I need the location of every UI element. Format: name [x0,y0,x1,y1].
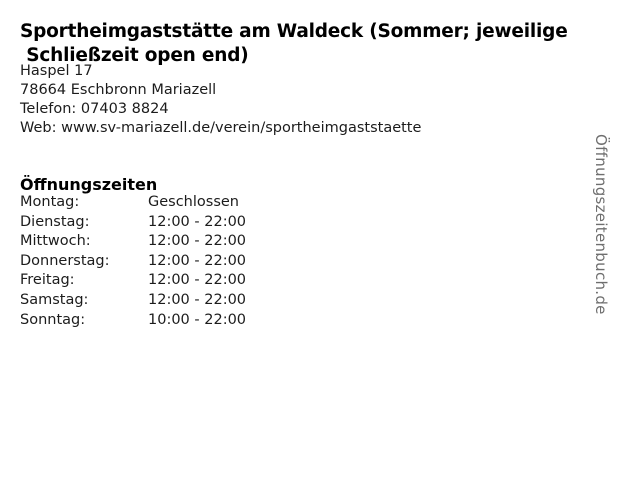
table-row: Mittwoch: 12:00 - 22:00 [20,232,308,252]
hours-time-value: 10:00 - 22:00 [148,311,247,328]
table-row: Dienstag: 12:00 - 22:00 [20,213,308,233]
address-block: Haspel 17 78664 Eschbronn Mariazell Tele… [20,62,620,138]
page-title: Sportheimgaststätte am Waldeck (Sommer; … [20,21,568,67]
hours-time-value: 12:00 - 22:00 [148,213,247,230]
hours-day-label: Sonntag: [20,311,86,328]
hours-time-value: 12:00 - 22:00 [148,233,247,250]
hours-day-label: Samstag: [20,291,89,308]
address-city: 78664 Eschbronn Mariazell [20,82,217,98]
watermark-label: Öffnungszeitenbuch.de [592,134,610,315]
opening-hours-table: Montag: Geschlossen Dienstag: 12:00 - 22… [20,193,308,330]
address-web: Web: www.sv-mariazell.de/verein/sporthei… [20,120,422,136]
hours-time-value: 12:00 - 22:00 [148,291,247,308]
opening-hours-body: Montag: Geschlossen Dienstag: 12:00 - 22… [20,193,308,330]
opening-hours-heading: Öffnungszeiten [20,175,158,195]
address-street: Haspel 17 [20,63,93,79]
hours-day-label: Dienstag: [20,213,90,230]
hours-day-label: Freitag: [20,272,75,289]
table-row: Donnerstag: 12:00 - 22:00 [20,252,308,272]
hours-day-label: Donnerstag: [20,252,110,269]
hours-time-value: Geschlossen [148,194,239,210]
address-phone: Telefon: 07403 8824 [20,101,169,117]
hours-day-label: Montag: [20,194,80,210]
table-row: Freitag: 12:00 - 22:00 [20,271,308,291]
hours-time-value: 12:00 - 22:00 [148,272,247,289]
hours-day-label: Mittwoch: [20,233,91,250]
table-row: Montag: Geschlossen [20,193,308,213]
table-row: Sonntag: 10:00 - 22:00 [20,311,308,331]
table-row: Samstag: 12:00 - 22:00 [20,291,308,311]
hours-time-value: 12:00 - 22:00 [148,252,247,269]
